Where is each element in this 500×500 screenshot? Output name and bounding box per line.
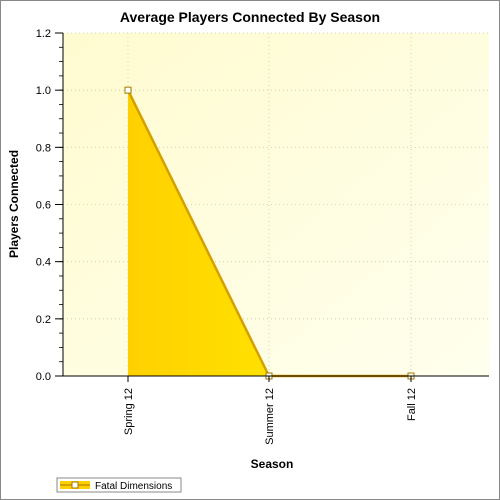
x-tick-label: Summer 12 — [264, 388, 276, 445]
x-tick-label: Spring 12 — [123, 388, 135, 435]
y-tick-label: 0.2 — [36, 314, 51, 326]
y-tick-label: 1.2 — [36, 28, 51, 40]
x-tick-label: Fall 12 — [406, 388, 418, 421]
legend-marker — [71, 481, 79, 489]
y-tick-label: 0.4 — [36, 257, 51, 269]
axes — [55, 32, 489, 382]
chart-title: Average Players Connected By Season — [120, 9, 380, 25]
x-axis-label: Season — [251, 457, 294, 471]
y-axis-label: Players Connected — [7, 150, 21, 258]
legend: Fatal Dimensions — [56, 477, 182, 493]
data-point-marker — [124, 86, 132, 94]
y-tick-labels: 0.0 0.2 0.4 0.6 0.8 1.0 1.2 — [36, 28, 51, 383]
y-tick-label: 0.6 — [36, 200, 51, 212]
grid-lines — [63, 32, 489, 376]
y-tick-label: 0.8 — [36, 142, 51, 154]
series-area-fatal-dimensions — [128, 90, 411, 377]
y-tick-label: 1.0 — [36, 85, 51, 97]
y-tick-label: 0.0 — [36, 371, 51, 383]
legend-label: Fatal Dimensions — [95, 481, 172, 492]
x-tick-labels: Spring 12 Summer 12 Fall 12 — [123, 388, 418, 445]
